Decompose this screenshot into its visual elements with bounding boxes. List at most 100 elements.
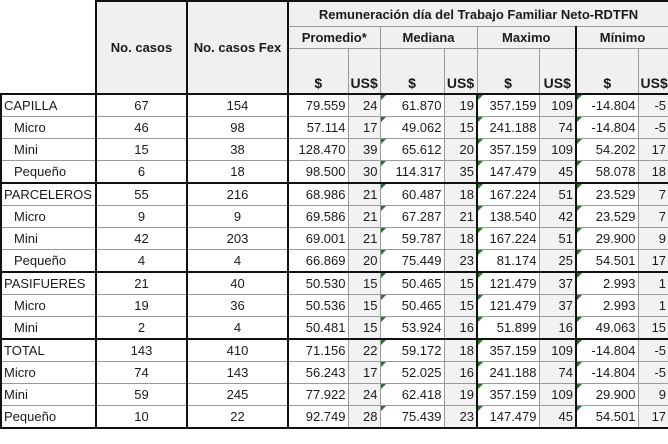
header-promedio-pesos[interactable]: $: [287, 48, 349, 95]
cell-minimo-usd[interactable]: -5: [637, 361, 668, 384]
cell-promedio-usd[interactable]: 17: [347, 361, 381, 384]
cell-no-casos[interactable]: 4: [95, 249, 188, 273]
cell-no-casos[interactable]: 55: [95, 182, 188, 206]
row-label[interactable]: PARCELEROS: [0, 182, 97, 206]
row-label[interactable]: Pequeño: [0, 160, 97, 184]
cell-promedio-usd[interactable]: 21: [347, 227, 381, 250]
cell-no-casos-fex[interactable]: 98: [186, 116, 289, 139]
cell-maximo-usd[interactable]: 109: [538, 383, 577, 406]
cell-mediana-pesos[interactable]: 50.465: [379, 271, 445, 295]
cell-promedio-pesos[interactable]: 57.114: [287, 116, 349, 139]
cell-minimo-pesos[interactable]: 2.993: [575, 271, 639, 295]
row-label[interactable]: TOTAL: [0, 338, 97, 362]
cell-no-casos[interactable]: 46: [95, 116, 188, 139]
cell-mediana-usd[interactable]: 18: [443, 227, 478, 250]
cell-promedio-pesos[interactable]: 98.500: [287, 160, 349, 184]
cell-maximo-pesos[interactable]: 357.159: [476, 93, 540, 117]
cell-maximo-usd[interactable]: 109: [538, 138, 577, 161]
cell-mediana-usd[interactable]: 21: [443, 205, 478, 228]
cell-mediana-pesos[interactable]: 67.287: [379, 205, 445, 228]
cell-maximo-pesos[interactable]: 121.479: [476, 294, 540, 317]
cell-mediana-pesos[interactable]: 75.449: [379, 249, 445, 273]
cell-maximo-usd[interactable]: 109: [538, 338, 577, 362]
cell-minimo-pesos[interactable]: 23.529: [575, 205, 639, 228]
cell-no-casos-fex[interactable]: 9: [186, 205, 289, 228]
cell-maximo-pesos[interactable]: 167.224: [476, 227, 540, 250]
header-mediana[interactable]: Mediana: [379, 26, 478, 49]
cell-promedio-pesos[interactable]: 92.749: [287, 405, 349, 429]
row-label[interactable]: Micro: [0, 361, 97, 384]
cell-maximo-pesos[interactable]: 167.224: [476, 182, 540, 206]
cell-minimo-pesos[interactable]: 29.900: [575, 383, 639, 406]
cell-mediana-usd[interactable]: 20: [443, 138, 478, 161]
cell-mediana-usd[interactable]: 16: [443, 316, 478, 340]
cell-no-casos[interactable]: 74: [95, 361, 188, 384]
cell-minimo-usd[interactable]: 17: [637, 249, 668, 273]
cell-promedio-pesos[interactable]: 56.243: [287, 361, 349, 384]
header-minimo-pesos[interactable]: $: [575, 48, 639, 95]
cell-mediana-usd[interactable]: 18: [443, 338, 478, 362]
row-label[interactable]: Micro: [0, 205, 97, 228]
row-label[interactable]: Pequeño: [0, 405, 97, 429]
cell-no-casos[interactable]: 6: [95, 160, 188, 184]
cell-maximo-pesos[interactable]: 51.899: [476, 316, 540, 340]
cell-promedio-pesos[interactable]: 68.986: [287, 182, 349, 206]
cell-promedio-usd[interactable]: 24: [347, 93, 381, 117]
cell-mediana-usd[interactable]: 18: [443, 182, 478, 206]
cell-promedio-usd[interactable]: 30: [347, 160, 381, 184]
row-label[interactable]: Mini: [0, 383, 97, 406]
cell-minimo-usd[interactable]: 1: [637, 294, 668, 317]
cell-minimo-usd[interactable]: 7: [637, 182, 668, 206]
cell-minimo-usd[interactable]: 17: [637, 405, 668, 429]
cell-minimo-usd[interactable]: -5: [637, 116, 668, 139]
cell-minimo-pesos[interactable]: 2.993: [575, 294, 639, 317]
header-promedio-usd[interactable]: US$: [347, 48, 381, 95]
cell-mediana-pesos[interactable]: 50.465: [379, 294, 445, 317]
cell-minimo-usd[interactable]: 9: [637, 227, 668, 250]
row-label[interactable]: Pequeño: [0, 249, 97, 273]
header-no-casos-fex[interactable]: No. casos Fex: [186, 0, 289, 95]
cell-maximo-usd[interactable]: 74: [538, 361, 577, 384]
cell-maximo-usd[interactable]: 16: [538, 316, 577, 340]
cell-mediana-pesos[interactable]: 62.418: [379, 383, 445, 406]
cell-mediana-pesos[interactable]: 53.924: [379, 316, 445, 340]
cell-minimo-pesos[interactable]: 54.202: [575, 138, 639, 161]
cell-maximo-pesos[interactable]: 241.188: [476, 116, 540, 139]
cell-minimo-usd[interactable]: 7: [637, 205, 668, 228]
cell-no-casos[interactable]: 10: [95, 405, 188, 429]
cell-promedio-usd[interactable]: 24: [347, 383, 381, 406]
header-no-casos[interactable]: No. casos: [95, 0, 188, 95]
cell-no-casos[interactable]: 21: [95, 271, 188, 295]
cell-no-casos[interactable]: 19: [95, 294, 188, 317]
cell-mediana-pesos[interactable]: 114.317: [379, 160, 445, 184]
cell-no-casos-fex[interactable]: 40: [186, 271, 289, 295]
header-maximo-usd[interactable]: US$: [538, 48, 577, 95]
cell-mediana-pesos[interactable]: 61.870: [379, 93, 445, 117]
cell-promedio-pesos[interactable]: 50.530: [287, 271, 349, 295]
cell-mediana-usd[interactable]: 15: [443, 271, 478, 295]
cell-minimo-pesos[interactable]: -14.804: [575, 116, 639, 139]
cell-minimo-pesos[interactable]: 58.078: [575, 160, 639, 184]
cell-maximo-usd[interactable]: 25: [538, 249, 577, 273]
cell-no-casos-fex[interactable]: 18: [186, 160, 289, 184]
cell-minimo-pesos[interactable]: 54.501: [575, 249, 639, 273]
row-label[interactable]: PASIFUERES: [0, 271, 97, 295]
cell-promedio-pesos[interactable]: 50.481: [287, 316, 349, 340]
cell-minimo-pesos[interactable]: -14.804: [575, 361, 639, 384]
cell-minimo-usd[interactable]: 15: [637, 316, 668, 340]
cell-mediana-usd[interactable]: 23: [443, 405, 478, 429]
cell-maximo-pesos[interactable]: 81.174: [476, 249, 540, 273]
cell-mediana-usd[interactable]: 15: [443, 294, 478, 317]
cell-maximo-usd[interactable]: 37: [538, 271, 577, 295]
cell-no-casos-fex[interactable]: 4: [186, 316, 289, 340]
cell-minimo-usd[interactable]: -5: [637, 93, 668, 117]
cell-maximo-pesos[interactable]: 241.188: [476, 361, 540, 384]
cell-promedio-usd[interactable]: 15: [347, 316, 381, 340]
cell-minimo-pesos[interactable]: 54.501: [575, 405, 639, 429]
cell-minimo-usd[interactable]: 1: [637, 271, 668, 295]
cell-promedio-pesos[interactable]: 66.869: [287, 249, 349, 273]
cell-no-casos[interactable]: 9: [95, 205, 188, 228]
row-label[interactable]: Mini: [0, 138, 97, 161]
row-label[interactable]: CAPILLA: [0, 93, 97, 117]
header-mediana-pesos[interactable]: $: [379, 48, 445, 95]
